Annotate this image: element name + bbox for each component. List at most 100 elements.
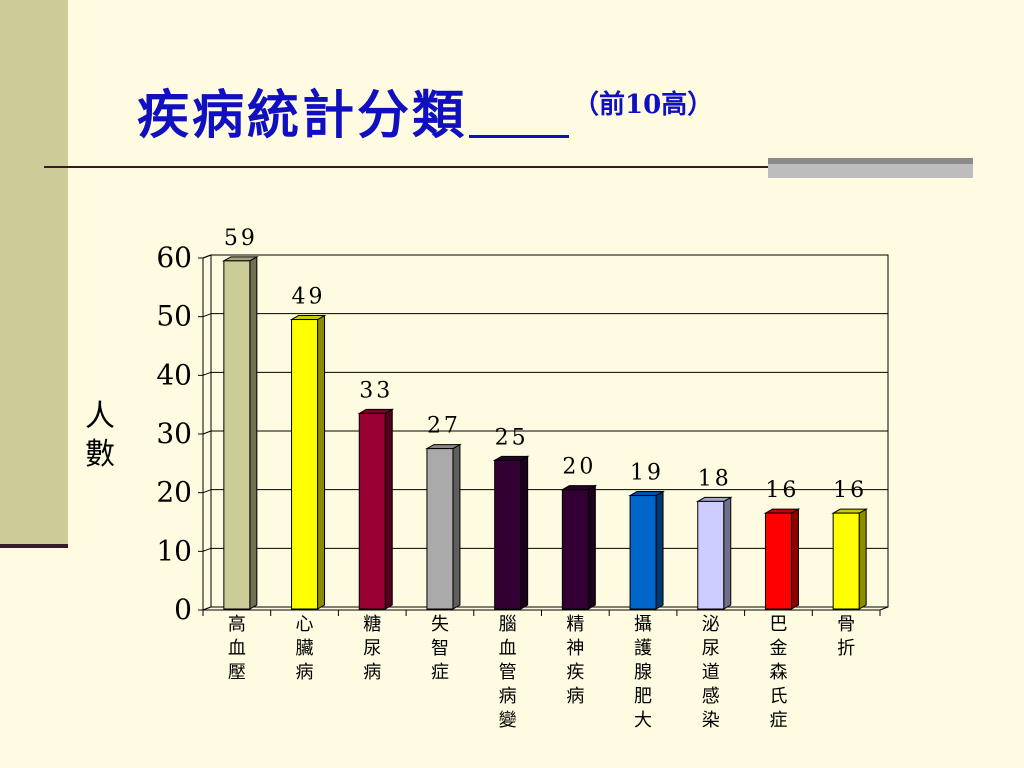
x-tick-label-char: 精 xyxy=(566,614,584,635)
bar-top xyxy=(560,485,598,491)
x-tick-label-char: 護 xyxy=(634,638,652,659)
x-tick-label-char: 臟 xyxy=(296,638,314,659)
bar-data-label: 16 xyxy=(833,478,867,503)
x-tick-label-char: 肥 xyxy=(634,686,652,707)
x-tick-label-char: 血 xyxy=(499,638,517,659)
x-tick-label-char: 氏 xyxy=(769,686,787,707)
x-tick-label-char: 病 xyxy=(363,662,381,683)
y-tick-label: 50 xyxy=(156,300,192,333)
bar-top xyxy=(221,256,259,262)
bar-side xyxy=(384,408,393,610)
gridline-side xyxy=(202,489,212,494)
x-tick-label-char: 金 xyxy=(769,638,787,659)
bar-side xyxy=(723,496,732,610)
gridline-side xyxy=(202,254,212,259)
x-tick-label-char: 大 xyxy=(634,710,652,731)
bar-data-label: 20 xyxy=(562,455,596,480)
x-tick-label-char: 管 xyxy=(499,662,517,683)
bar xyxy=(764,512,792,610)
bar xyxy=(697,500,725,610)
y-tick-label: 60 xyxy=(156,241,192,274)
bar-side xyxy=(858,508,867,610)
x-tick-label-char: 神 xyxy=(566,638,584,659)
x-tick-label-char: 病 xyxy=(566,686,584,707)
bar xyxy=(832,512,860,610)
x-tick-label-char: 腦 xyxy=(499,614,517,635)
x-tick-label-char: 失 xyxy=(431,614,449,635)
title-rule xyxy=(44,166,772,168)
slide-title: 疾病統計分類 （前10高） xyxy=(137,62,713,142)
bar-side xyxy=(520,455,529,610)
gridline-side xyxy=(202,313,212,318)
bar-side xyxy=(790,508,799,610)
x-tick-label-char: 壓 xyxy=(228,662,246,683)
x-tick-label-char: 心 xyxy=(296,614,314,635)
x-tick-label-char: 智 xyxy=(431,638,449,659)
title-sub: （前10高） xyxy=(573,90,714,120)
bar xyxy=(629,495,657,610)
title-underscore xyxy=(469,134,570,138)
x-tick-label-char: 尿 xyxy=(363,638,381,659)
gridline-side xyxy=(202,547,212,552)
x-tick-label-char: 病 xyxy=(499,686,517,707)
x-tick-label-char: 骨 xyxy=(837,614,855,635)
side-band xyxy=(0,0,68,545)
title-main: 疾病統計分類 xyxy=(137,85,468,146)
bar-data-label: 49 xyxy=(292,285,326,310)
y-tick-label: 20 xyxy=(156,476,192,509)
x-tick-label-char: 糖 xyxy=(363,614,381,635)
gridline-side xyxy=(202,430,212,435)
x-tick-label-char: 感 xyxy=(702,686,720,707)
y-tick-label: 30 xyxy=(156,417,192,450)
bar-side xyxy=(655,490,664,610)
bar-data-label: 59 xyxy=(224,226,258,251)
bar-data-label: 19 xyxy=(630,461,664,486)
bar-data-label: 16 xyxy=(765,478,799,503)
bar-data-label: 27 xyxy=(427,414,461,439)
bar-data-label: 33 xyxy=(359,378,393,403)
bar-data-label: 18 xyxy=(698,466,732,491)
x-tick-label-char: 高 xyxy=(228,614,246,635)
accent-bar-light xyxy=(768,164,973,178)
bar xyxy=(291,319,319,610)
bar xyxy=(358,412,386,610)
x-tick-label-char: 巴 xyxy=(769,614,787,635)
bar-top xyxy=(763,508,801,514)
y-tick-label: 40 xyxy=(156,358,192,391)
accent-bar-dark xyxy=(768,158,973,164)
y-tick-label: 10 xyxy=(156,534,192,567)
x-tick-label-char: 變 xyxy=(499,710,517,731)
bar-top xyxy=(492,455,530,461)
bar xyxy=(561,489,589,610)
bar xyxy=(426,448,454,610)
x-tick-label-char: 尿 xyxy=(702,638,720,659)
x-tick-label-char: 症 xyxy=(431,662,449,683)
bar-side xyxy=(452,443,461,610)
gridline-side xyxy=(202,371,212,376)
bar xyxy=(494,459,522,610)
bar-top xyxy=(831,508,869,514)
bar-top xyxy=(628,491,665,497)
x-tick-label-char: 病 xyxy=(296,662,314,683)
x-tick-label-char: 泌 xyxy=(702,614,720,635)
x-tick-label-char: 道 xyxy=(702,662,720,683)
x-tick-label-char: 疾 xyxy=(566,662,584,683)
x-tick-label-char: 血 xyxy=(228,638,246,659)
bar-side xyxy=(249,256,258,610)
x-tick-label-char: 折 xyxy=(837,638,855,659)
y-tick-label: 0 xyxy=(174,593,192,626)
bar-top xyxy=(425,444,462,450)
bar-data-label: 25 xyxy=(495,425,529,450)
bar-side xyxy=(587,484,596,610)
x-tick-label-char: 森 xyxy=(769,662,787,683)
x-tick-label-char: 症 xyxy=(769,710,787,731)
bar-top xyxy=(357,408,395,414)
bar xyxy=(223,260,251,610)
bar-side xyxy=(317,314,326,610)
y-axis-label: 人數 xyxy=(85,399,115,472)
x-tick-label-char: 染 xyxy=(702,710,720,731)
bar-top xyxy=(289,315,327,321)
x-tick-label-char: 攝 xyxy=(634,614,652,635)
side-rule xyxy=(0,544,68,548)
